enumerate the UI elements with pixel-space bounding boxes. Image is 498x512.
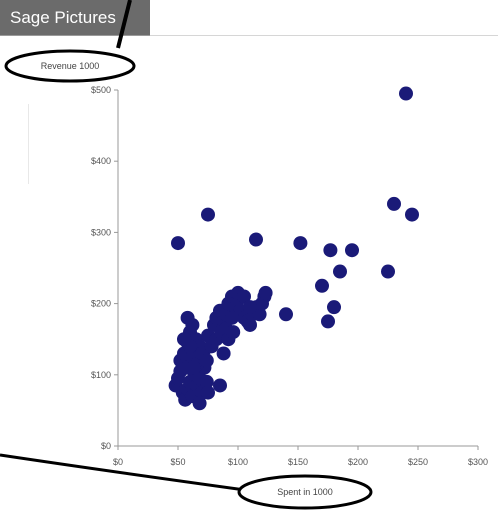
data-point	[249, 232, 263, 247]
data-point	[345, 243, 359, 258]
x-tick-label: $100	[228, 457, 248, 467]
data-point	[323, 243, 338, 258]
callout-line-x	[0, 453, 246, 492]
data-point	[192, 396, 207, 411]
y-tick-label: $200	[91, 299, 111, 309]
x-tick-label: $200	[348, 457, 368, 467]
data-point	[180, 310, 195, 325]
data-point	[387, 196, 401, 211]
data-point	[252, 307, 267, 322]
y-tick-label: $400	[91, 156, 111, 166]
data-point	[321, 314, 335, 329]
title-tab-label: Sage Pictures	[10, 8, 116, 27]
data-point	[293, 236, 308, 251]
data-point	[201, 385, 215, 400]
tab-strip-divider	[150, 35, 498, 36]
data-point	[279, 307, 293, 322]
divider	[28, 104, 29, 184]
x-tick-label: $0	[113, 457, 123, 467]
data-point	[333, 264, 347, 279]
data-point	[199, 374, 214, 389]
y-tick-label: $300	[91, 227, 111, 237]
data-point	[177, 332, 191, 347]
y-axis-title: Revenue 1000	[41, 61, 100, 71]
data-point	[199, 353, 214, 368]
data-point	[225, 310, 239, 325]
data-point	[171, 236, 185, 251]
y-tick-label: $0	[101, 441, 111, 451]
x-tick-label: $150	[288, 457, 308, 467]
data-point	[399, 86, 413, 101]
x-tick-label: $50	[170, 457, 185, 467]
data-point	[226, 325, 241, 340]
data-point	[405, 207, 419, 222]
data-point	[243, 300, 257, 315]
x-tick-label: $300	[468, 457, 488, 467]
data-point	[201, 207, 215, 222]
y-tick-label: $100	[91, 370, 111, 380]
data-point	[213, 378, 227, 393]
data-point	[216, 346, 231, 361]
x-axis-title: Spent in 1000	[277, 487, 333, 497]
ylabel-highlight	[4, 49, 136, 83]
y-tick-label: $500	[91, 85, 111, 95]
callout-line-y	[116, 0, 132, 49]
xlabel-highlight	[237, 474, 373, 510]
data-point	[237, 289, 251, 304]
data-point	[258, 285, 273, 300]
data-point	[381, 264, 395, 279]
data-point	[243, 317, 257, 332]
data-point	[315, 278, 329, 293]
data-point	[327, 300, 341, 315]
x-tick-label: $250	[408, 457, 428, 467]
data-point	[186, 360, 201, 375]
